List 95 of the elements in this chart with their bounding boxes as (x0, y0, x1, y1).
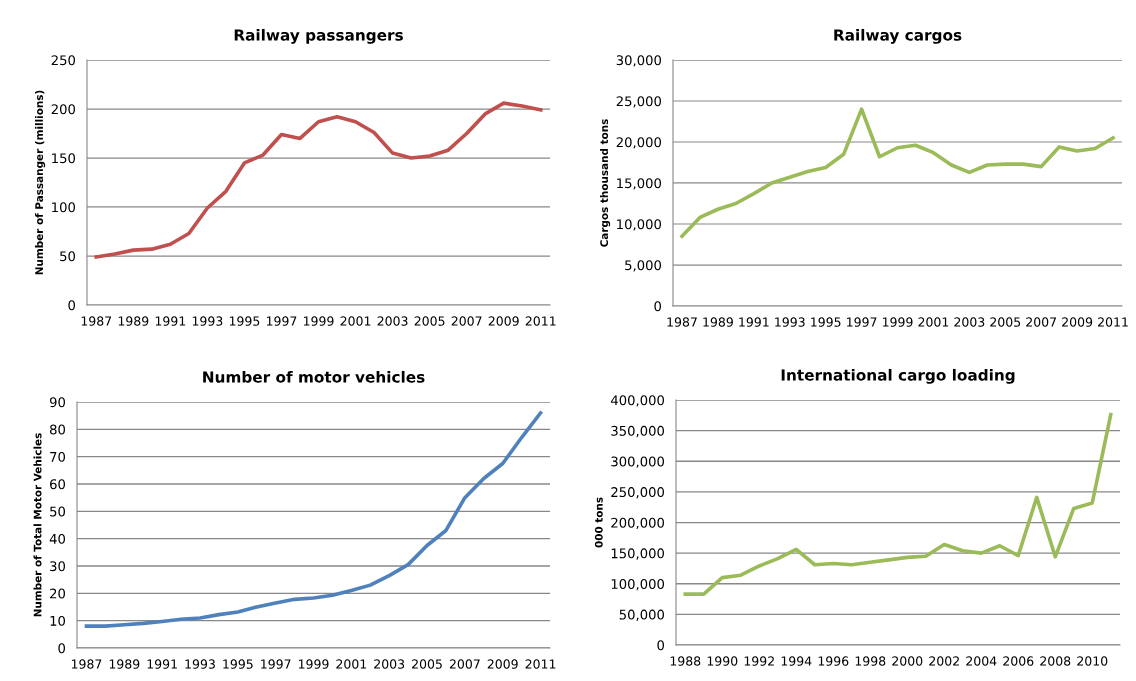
y-tick-label: 200,000 (611, 517, 665, 530)
x-tick-label: 2005 (990, 317, 1021, 327)
y-tick-label: 150,000 (611, 548, 665, 560)
x-tick-label: 2003 (374, 659, 405, 669)
x-tick-label: 1990 (707, 656, 738, 666)
y-tick-label: 300,000 (611, 456, 665, 468)
line-series (683, 412, 1113, 596)
y-tick-label: 0 (657, 640, 665, 651)
y-tick-label: 50,000 (619, 609, 665, 621)
y-tick-label: 25,000 (616, 96, 662, 108)
x-tick-label: 1997 (261, 659, 291, 669)
x-tick-label: 1987 (71, 659, 102, 669)
x-tick-label: 1995 (223, 659, 253, 669)
x-tick-label: 2007 (1026, 317, 1057, 327)
x-tick-label: 2006 (1003, 656, 1034, 666)
x-tick-label: 2005 (412, 659, 442, 669)
x-tick-label: 2002 (929, 656, 959, 666)
line-series (84, 411, 543, 628)
x-tick-label: 2003 (377, 316, 408, 326)
y-tick-label: 80 (49, 424, 66, 435)
x-tick-label: 2009 (488, 316, 519, 326)
x-tick-label: 1998 (855, 656, 886, 666)
x-tick-label: 1997 (266, 316, 297, 326)
y-tick-label: 90 (49, 397, 66, 408)
y-axis-title: Number of Passanger (millions) (34, 90, 46, 275)
x-tick-label: 2007 (451, 316, 482, 326)
y-tick-label: 0 (68, 300, 76, 311)
x-tick-label: 2008 (1040, 656, 1071, 666)
x-tick-label: 1993 (185, 659, 215, 669)
x-tick-label: 2010 (1077, 656, 1108, 666)
x-tick-label: 1993 (775, 317, 805, 327)
x-tick-label: 1989 (703, 317, 733, 327)
x-tick-label: 1999 (303, 316, 334, 326)
y-tick-label: 200 (51, 104, 76, 115)
x-tick-label: 2001 (336, 659, 367, 669)
y-axis-title: Cargos thousand tons (600, 119, 611, 247)
y-tick-label: 20,000 (616, 137, 662, 149)
x-tick-label: 1994 (781, 656, 812, 666)
y-tick-label: 250 (51, 55, 76, 66)
x-tick-label: 1997 (847, 317, 877, 327)
chart-title: Railway passangers (234, 28, 403, 44)
y-axis-title: 000 tons (594, 497, 603, 548)
y-tick-label: 60 (50, 479, 66, 490)
y-tick-label: 10,000 (617, 219, 662, 231)
chart-title: International cargo loading (781, 368, 1015, 384)
x-tick-label: 2009 (1062, 317, 1093, 327)
x-tick-label: 2005 (414, 316, 445, 326)
y-tick-label: 0 (58, 643, 66, 654)
x-tick-label: 2011 (525, 316, 556, 326)
x-tick-label: 1987 (81, 316, 112, 326)
x-tick-label: 1993 (192, 316, 223, 326)
x-tick-label: 1999 (298, 659, 329, 669)
x-tick-label: 1999 (882, 317, 913, 327)
x-tick-label: 2000 (892, 656, 923, 666)
y-tick-label: 70 (50, 451, 66, 462)
y-tick-label: 100 (52, 202, 76, 213)
x-tick-label: 2009 (487, 659, 518, 669)
x-tick-label: 2011 (1098, 317, 1128, 327)
y-tick-label: 100,000 (611, 578, 665, 591)
x-tick-label: 2001 (918, 317, 949, 327)
y-tick-label: 10 (50, 615, 66, 626)
chart-title: Number of motor vehicles (203, 370, 425, 383)
y-axis-title: Number of Total Motor Vehicles (33, 433, 42, 617)
x-tick-label: 2004 (966, 656, 997, 666)
y-tick-label: 30,000 (616, 55, 662, 67)
y-tick-label: 250,000 (611, 487, 665, 499)
x-tick-label: 1988 (670, 656, 701, 666)
x-tick-label: 2007 (449, 659, 480, 669)
y-tick-label: 50 (60, 251, 76, 262)
x-tick-label: 1987 (667, 317, 697, 327)
x-tick-label: 1991 (155, 316, 186, 326)
x-tick-label: 1991 (147, 659, 177, 669)
x-tick-label: 1991 (739, 317, 769, 327)
x-tick-label: 2003 (954, 317, 985, 327)
y-tick-label: 350,000 (611, 425, 665, 438)
x-tick-label: 2011 (525, 659, 556, 669)
y-tick-label: 400,000 (610, 395, 665, 407)
x-tick-label: 2001 (340, 316, 371, 326)
y-tick-label: 150 (52, 153, 76, 164)
y-tick-label: 30 (50, 561, 66, 572)
y-tick-label: 0 (654, 301, 662, 312)
x-tick-label: 1989 (118, 316, 149, 326)
x-tick-label: 1995 (811, 317, 841, 327)
x-tick-label: 1989 (109, 659, 140, 669)
y-tick-label: 50 (50, 506, 66, 517)
y-tick-label: 5,000 (625, 260, 662, 272)
chart-title: Railway cargos (834, 28, 962, 44)
x-tick-label: 1992 (744, 656, 774, 666)
y-tick-label: 20 (50, 588, 66, 599)
x-tick-label: 1996 (818, 656, 849, 666)
line-series (94, 101, 543, 259)
y-tick-label: 40 (49, 533, 66, 544)
y-tick-label: 15,000 (617, 178, 662, 190)
x-tick-label: 1995 (229, 316, 260, 326)
line-series (680, 107, 1115, 239)
